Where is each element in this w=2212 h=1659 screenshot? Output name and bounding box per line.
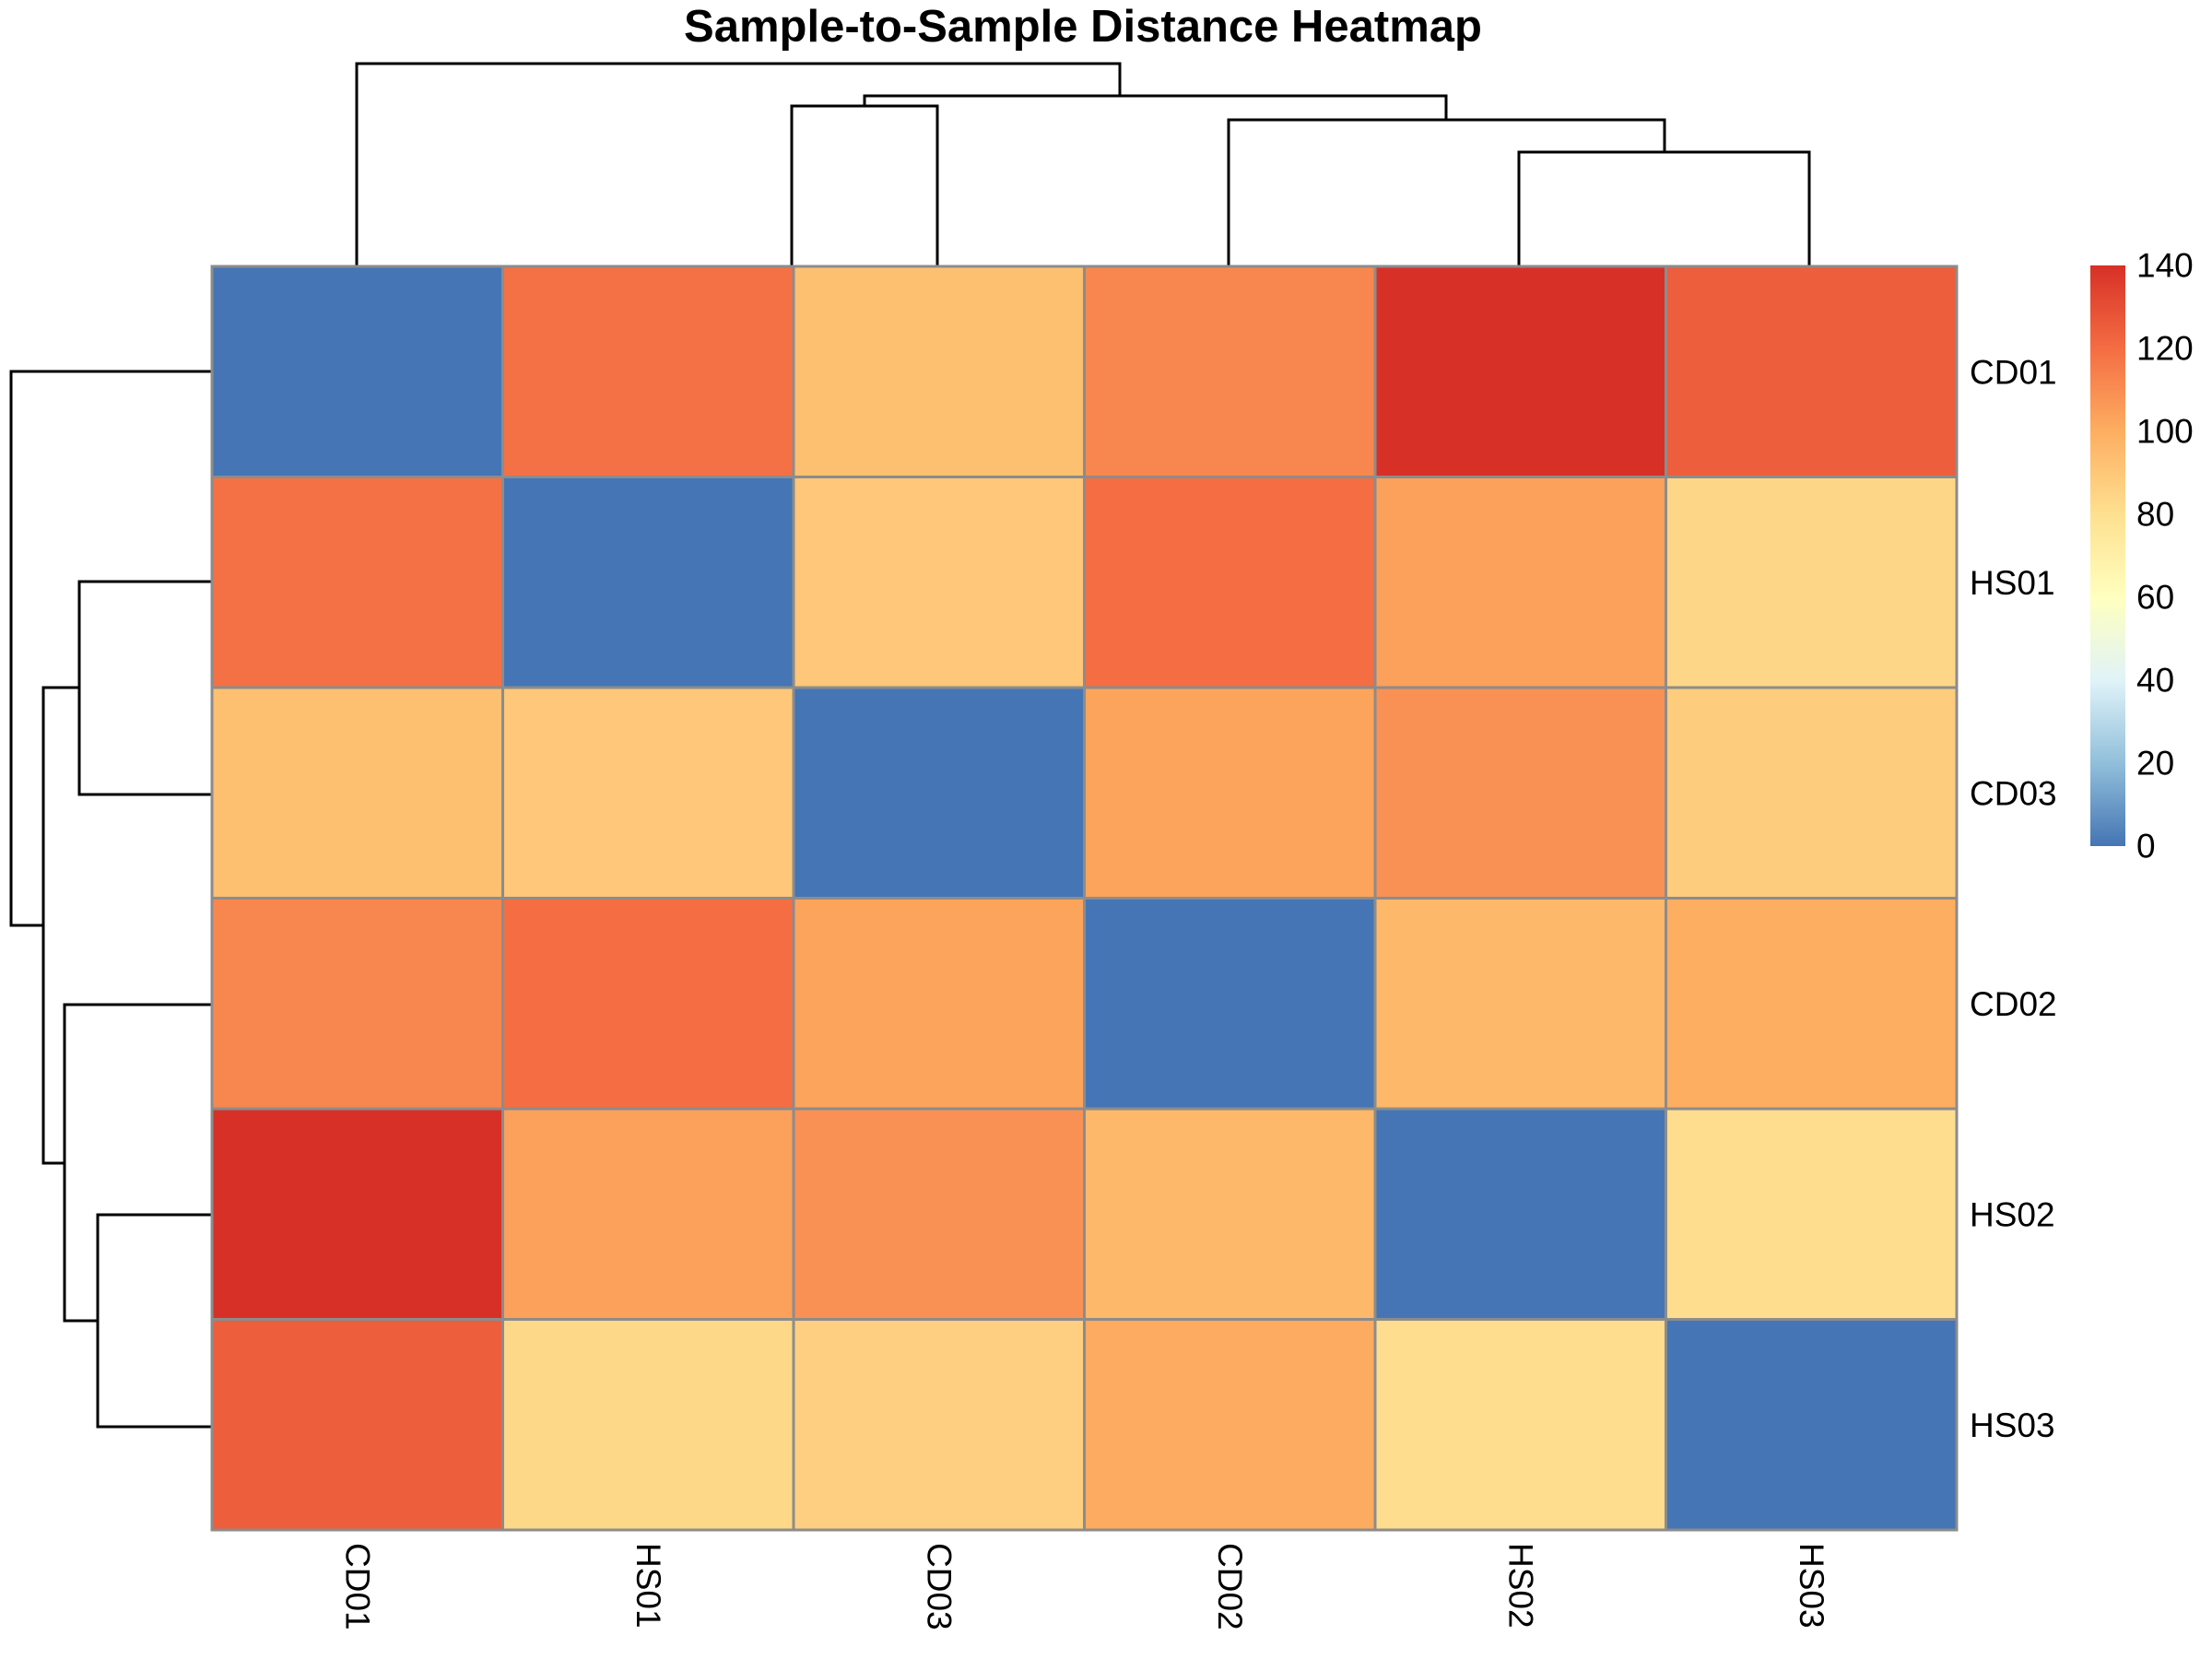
- heatmap-cell-hs02-hs02: [1373, 1107, 1667, 1321]
- heatmap-cell-hs02-hs03: [1665, 1107, 1959, 1321]
- heatmap-cell-cd03-cd03: [792, 686, 1086, 900]
- row-dendrogram: [9, 370, 212, 1429]
- heatmap-cell-hs01-hs03: [1665, 476, 1959, 689]
- heatmap-cell-hs01-cd01: [210, 476, 504, 689]
- heatmap-cell-hs03-cd02: [1083, 1318, 1377, 1532]
- column-label-cd02: CD02: [1211, 1543, 1249, 1630]
- heatmap-cell-cd03-hs01: [501, 686, 795, 900]
- heatmap-cell-hs01-hs02: [1373, 476, 1667, 689]
- heatmap-cell-cd03-cd01: [210, 686, 504, 900]
- heatmap-cell-cd01-hs03: [1665, 265, 1959, 478]
- heatmap-cell-cd01-hs01: [501, 265, 795, 478]
- heatmap-cell-hs03-hs01: [501, 1318, 795, 1532]
- column-label-hs01: HS01: [629, 1543, 667, 1629]
- legend-tick-120: 120: [2136, 330, 2194, 368]
- row-label-cd02: CD02: [1970, 985, 2057, 1023]
- row-label-hs01: HS01: [1970, 564, 2055, 602]
- column-label-hs02: HS02: [1501, 1543, 1539, 1629]
- heatmap-cell-hs02-cd01: [210, 1107, 504, 1321]
- heatmap-cell-cd01-cd03: [792, 265, 1086, 478]
- column-label-cd03: CD03: [920, 1543, 958, 1630]
- heatmap-cell-cd01-hs02: [1373, 265, 1667, 478]
- heatmap-cell-cd03-hs03: [1665, 686, 1959, 900]
- heatmap-cell-cd02-hs03: [1665, 897, 1959, 1111]
- legend-tick-80: 80: [2136, 496, 2174, 534]
- legend-tick-140: 140: [2136, 247, 2194, 285]
- legend-tick-100: 100: [2136, 413, 2194, 451]
- heatmap-cell-hs01-cd02: [1083, 476, 1377, 689]
- row-label-hs02: HS02: [1970, 1195, 2055, 1233]
- legend-tick-20: 20: [2136, 745, 2174, 782]
- heatmap-cell-hs01-cd03: [792, 476, 1086, 689]
- heatmap-cell-cd01-cd01: [210, 265, 504, 478]
- heatmap-cell-cd02-hs01: [501, 897, 795, 1111]
- legend-colorbar: [2090, 265, 2125, 846]
- row-label-hs03: HS03: [1970, 1406, 2055, 1444]
- legend-tick-0: 0: [2136, 828, 2156, 865]
- heatmap-cell-cd02-cd01: [210, 897, 504, 1111]
- heatmap-cell-hs02-hs01: [501, 1107, 795, 1321]
- heatmap-cells: [210, 265, 1959, 1532]
- column-labels: CD01 HS01 CD03 CD02 HS02 HS03: [338, 1543, 1830, 1630]
- heatmap-cell-cd03-hs02: [1373, 686, 1667, 900]
- heatmap-cell-hs02-cd03: [792, 1107, 1086, 1321]
- heatmap-cell-hs03-hs02: [1373, 1318, 1667, 1532]
- legend-tick-40: 40: [2136, 662, 2174, 700]
- heatmap-cell-hs01-hs01: [501, 476, 795, 689]
- column-label-hs03: HS03: [1793, 1543, 1830, 1629]
- heatmap-cell-cd02-cd03: [792, 897, 1086, 1111]
- heatmap-cell-hs03-cd03: [792, 1318, 1086, 1532]
- heatmap-cell-hs02-cd02: [1083, 1107, 1377, 1321]
- heatmap-cell-cd02-cd02: [1083, 897, 1377, 1111]
- heatmap-cell-cd02-hs02: [1373, 897, 1667, 1111]
- row-label-cd03: CD03: [1970, 774, 2057, 812]
- chart-title: Sample-to-Sample Distance Heatmap: [684, 2, 1482, 52]
- heatmap-cell-cd03-cd02: [1083, 686, 1377, 900]
- heatmap-cell-cd01-cd02: [1083, 265, 1377, 478]
- row-label-cd01: CD01: [1970, 353, 2057, 391]
- heatmap-cell-hs03-cd01: [210, 1318, 504, 1532]
- legend-tick-60: 60: [2136, 579, 2174, 617]
- heatmap-cell-hs03-hs03: [1665, 1318, 1959, 1532]
- row-labels: CD01 HS01 CD03 CD02 HS02 HS03: [1970, 353, 2057, 1444]
- color-legend: 0 20 40 60 80 100 120 140: [2090, 247, 2194, 865]
- column-dendrogram: [355, 62, 1811, 266]
- column-label-cd01: CD01: [338, 1543, 376, 1630]
